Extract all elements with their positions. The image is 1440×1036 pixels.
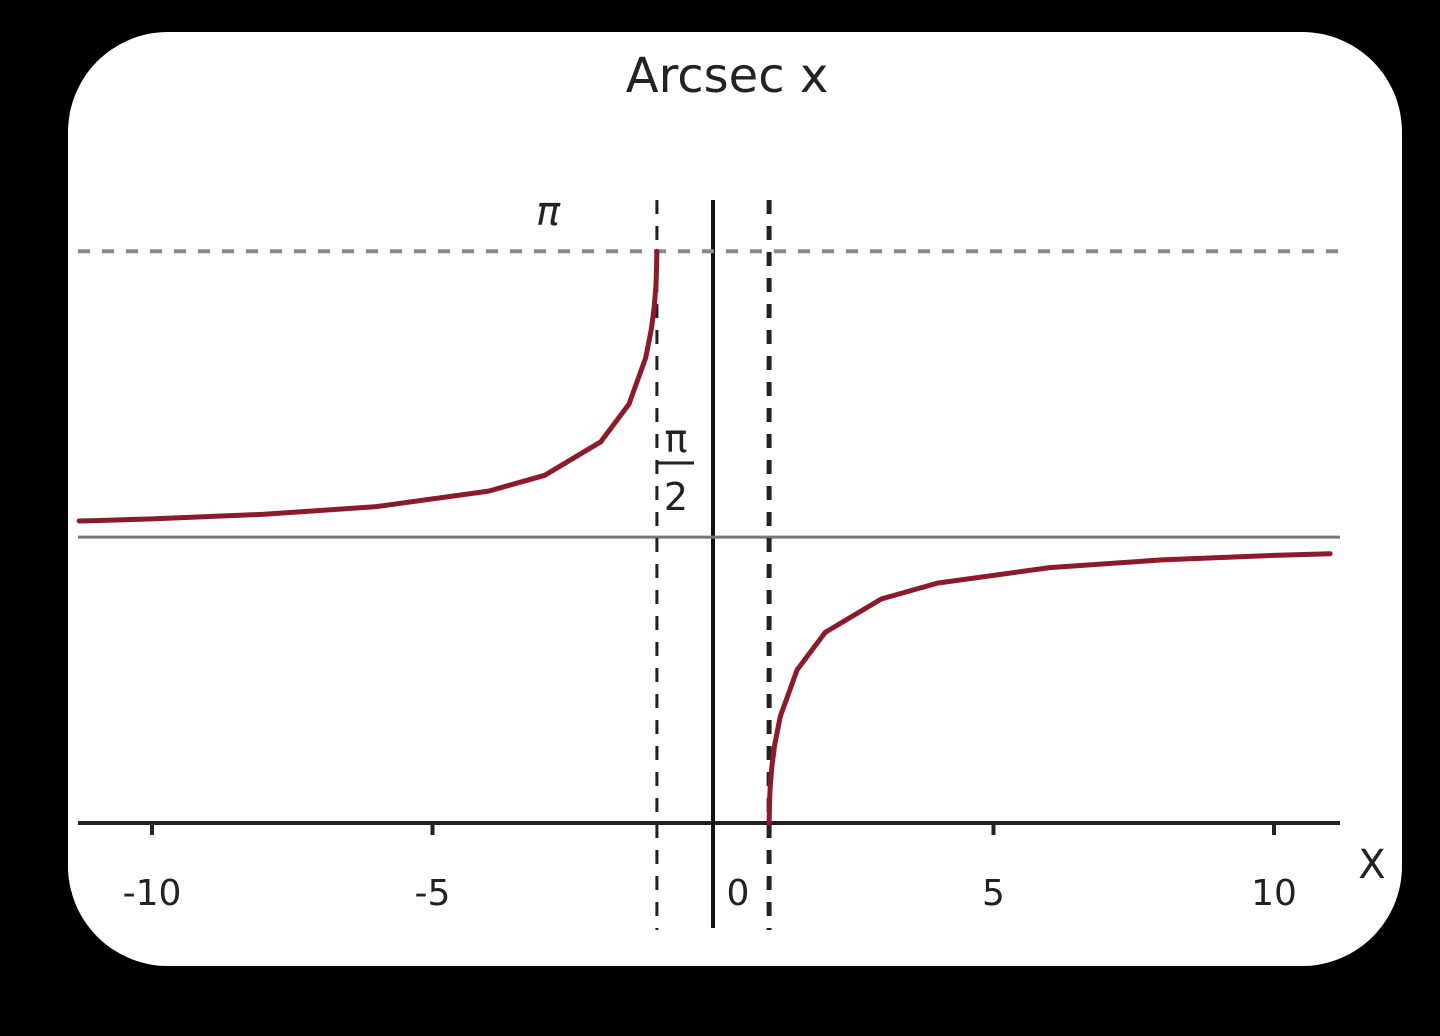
arcsec-curve-branch-1 <box>76 248 660 524</box>
half-pi-denominator: 2 <box>664 475 688 519</box>
arcsec-curve-branch-2 <box>766 551 1333 826</box>
x-tick-label: -5 <box>415 873 451 914</box>
chart-title: Arcsec x <box>626 48 829 104</box>
x-tick-label: 10 <box>1251 873 1297 914</box>
x-tick-label: 0 <box>727 873 750 914</box>
x-tick-label: -10 <box>123 873 182 914</box>
half-pi-numerator: π <box>665 417 688 461</box>
x-tick-label: 5 <box>982 873 1005 914</box>
pi-label: π <box>536 189 561 235</box>
chart-panel <box>68 32 1402 966</box>
x-axis-label: X <box>1358 842 1385 888</box>
